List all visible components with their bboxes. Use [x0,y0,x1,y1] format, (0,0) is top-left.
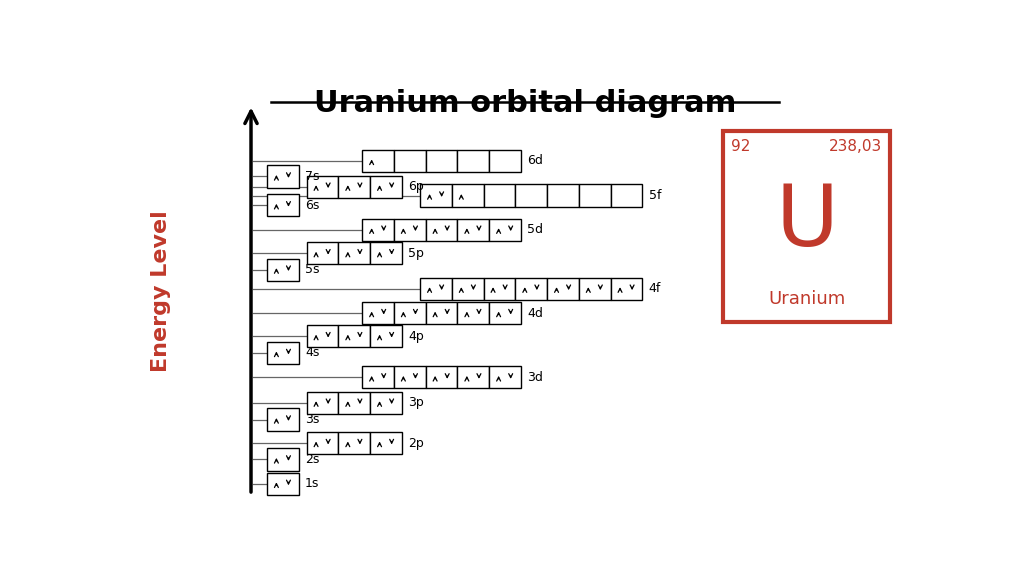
Bar [362,218,394,241]
Bar [362,150,394,172]
Bar [267,448,299,471]
Bar [267,194,299,217]
Bar [452,184,483,207]
Bar [362,366,394,388]
Bar [483,184,515,207]
Bar [306,392,338,414]
Bar [394,366,426,388]
Bar [267,408,299,431]
Text: 238,03: 238,03 [828,139,882,154]
Bar [489,302,521,324]
Bar [338,176,370,198]
Bar [458,150,489,172]
Bar [370,392,401,414]
Bar [547,278,579,300]
Bar [394,302,426,324]
Bar [267,165,299,188]
Bar [370,432,401,454]
Bar [394,150,426,172]
Text: Uranium orbital diagram: Uranium orbital diagram [313,89,736,118]
Text: Energy Level: Energy Level [152,210,171,372]
Text: Uranium: Uranium [768,290,845,308]
Bar [458,302,489,324]
Bar [306,242,338,264]
Bar [610,184,642,207]
Bar [489,218,521,241]
Text: 3p: 3p [409,396,424,409]
Text: 4f: 4f [648,282,660,295]
Bar [420,184,452,207]
Bar [338,325,370,347]
Bar [338,242,370,264]
Bar [338,432,370,454]
Bar [338,392,370,414]
Bar [610,278,642,300]
Bar [489,150,521,172]
Bar [452,278,483,300]
Text: 6d: 6d [527,154,543,168]
Text: 4d: 4d [527,306,543,320]
Bar [420,278,452,300]
Bar [267,259,299,281]
Bar [515,184,547,207]
Bar [547,184,579,207]
Text: 4s: 4s [305,347,319,359]
Text: 5s: 5s [305,263,319,276]
Bar [370,176,401,198]
Text: 4p: 4p [409,329,424,343]
Bar [489,366,521,388]
Bar [426,302,458,324]
Bar [267,342,299,364]
Bar [458,366,489,388]
Bar [579,278,610,300]
Text: 6s: 6s [305,199,319,212]
Text: U: U [775,181,838,264]
Bar [458,218,489,241]
Bar [426,150,458,172]
Text: 2p: 2p [409,437,424,449]
Text: 1s: 1s [305,478,319,490]
Bar [370,325,401,347]
Text: 5p: 5p [409,247,424,260]
Bar [426,366,458,388]
Text: 6p: 6p [409,180,424,193]
Text: 92: 92 [731,139,751,154]
Bar [370,242,401,264]
Bar [515,278,547,300]
Bar [426,218,458,241]
Bar [483,278,515,300]
Bar [362,302,394,324]
Bar [306,325,338,347]
Bar [267,473,299,495]
Text: 7s: 7s [305,170,319,183]
Bar [394,218,426,241]
Bar [306,432,338,454]
Text: 2s: 2s [305,453,319,466]
Text: 3d: 3d [527,371,543,384]
Bar [579,184,610,207]
Bar [306,176,338,198]
Bar [723,131,890,322]
Text: 5f: 5f [648,189,662,202]
Text: 5d: 5d [527,223,543,236]
Text: 3s: 3s [305,413,319,426]
